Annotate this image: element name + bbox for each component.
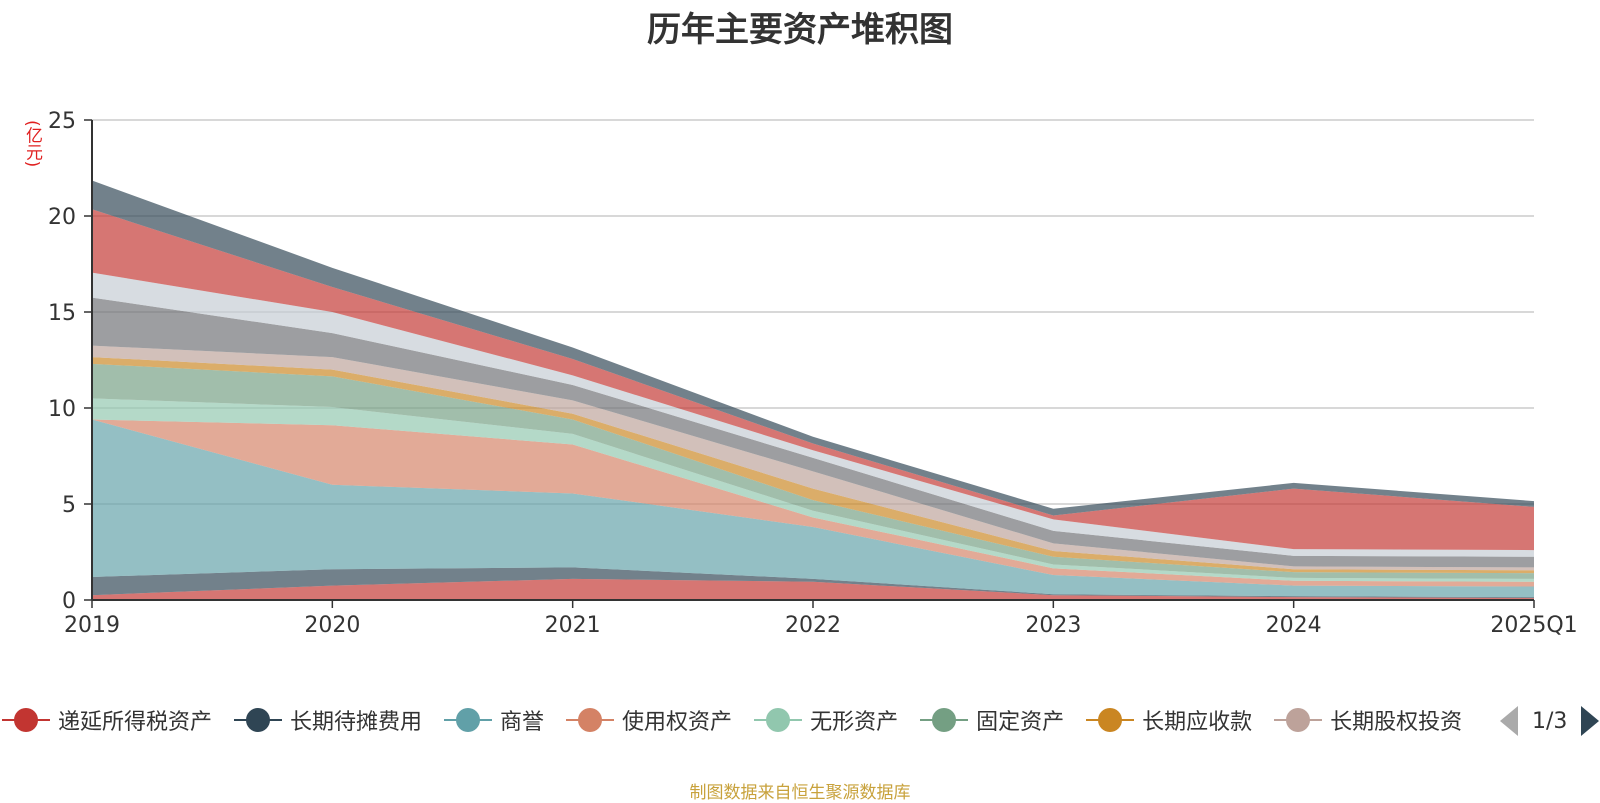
chart-title: 历年主要资产堆积图 — [647, 10, 953, 50]
legend-label: 长期应收款 — [1142, 710, 1253, 735]
x-tick-label: 2021 — [545, 613, 601, 638]
legend-label: 使用权资产 — [622, 710, 733, 735]
y-tick-label: 10 — [48, 397, 76, 422]
source-note: 制图数据来自恒生聚源数据库 — [689, 783, 911, 803]
x-tick-label: 2022 — [785, 613, 841, 638]
y-axis-unit-label: (亿元) — [22, 120, 42, 168]
y-tick-label: 15 — [48, 301, 76, 326]
area-series-5 — [92, 363, 1534, 579]
area-series-0 — [92, 578, 1534, 600]
legend-item[interactable]: 长期待摊费用 — [232, 700, 422, 740]
area-series-9 — [92, 272, 1534, 557]
legend-symbol-icon — [1272, 708, 1324, 732]
legend-label: 长期股权投资 — [1330, 710, 1463, 735]
legend-page-indicator: 1/3 — [1532, 708, 1568, 734]
y-tick-label: 25 — [48, 109, 76, 134]
legend-label: 长期待摊费用 — [290, 710, 423, 735]
legend-item[interactable]: 商誉 — [442, 700, 544, 740]
legend-symbol-icon — [752, 708, 804, 732]
x-tick-label: 2025Q1 — [1490, 613, 1577, 638]
legend-item[interactable]: 无形资产 — [752, 700, 898, 740]
x-tick-label: 2024 — [1266, 613, 1322, 638]
legend-items-viewport: 递延所得税资产长期待摊费用商誉使用权资产无形资产固定资产长期应收款长期股权投资其… — [0, 700, 1482, 740]
legend-symbol-icon — [232, 708, 284, 732]
legend-item[interactable]: 长期股权投资 — [1272, 700, 1462, 740]
x-tick-label: 2019 — [64, 613, 120, 638]
x-tick-label: 2020 — [304, 613, 360, 638]
legend-symbol-icon — [1084, 708, 1136, 732]
legend-item[interactable]: 递延所得税资产 — [0, 700, 212, 740]
area-series-1 — [92, 567, 1534, 599]
legend-item[interactable]: 固定资产 — [918, 700, 1064, 740]
legend-label: 固定资产 — [976, 710, 1065, 735]
legend-next-page-icon[interactable] — [1581, 706, 1600, 736]
legend-label: 商誉 — [500, 710, 545, 735]
area-series-8 — [92, 297, 1534, 568]
y-tick-label: 0 — [62, 589, 76, 614]
area-series-4 — [92, 398, 1534, 582]
legend-pager: 1/3 — [1500, 706, 1600, 736]
legend-label: 无形资产 — [810, 710, 899, 735]
legend-symbol-icon — [564, 708, 616, 732]
legend-prev-page-icon[interactable] — [1500, 706, 1518, 736]
legend-symbol-icon — [0, 708, 52, 732]
area-series-2 — [92, 419, 1534, 598]
y-tick-label: 5 — [62, 493, 76, 518]
legend-symbol-icon — [442, 708, 494, 732]
area-series-3 — [92, 419, 1534, 587]
legend-label: 递延所得税资产 — [58, 710, 213, 735]
legend-item[interactable]: 长期应收款 — [1084, 700, 1252, 740]
area-series-10 — [92, 209, 1534, 551]
chart-plot-area: 0 5 10 15 20 25 2019 2020 2021 2022 2023 2024 2025Q1 — [48, 109, 1578, 638]
legend: 递延所得税资产长期待摊费用商誉使用权资产无形资产固定资产长期应收款长期股权投资其… — [0, 700, 1600, 740]
legend-item[interactable]: 使用权资产 — [564, 700, 732, 740]
legend-symbol-icon — [918, 708, 970, 732]
x-tick-label: 2023 — [1025, 613, 1081, 638]
y-tick-label: 20 — [48, 205, 76, 230]
